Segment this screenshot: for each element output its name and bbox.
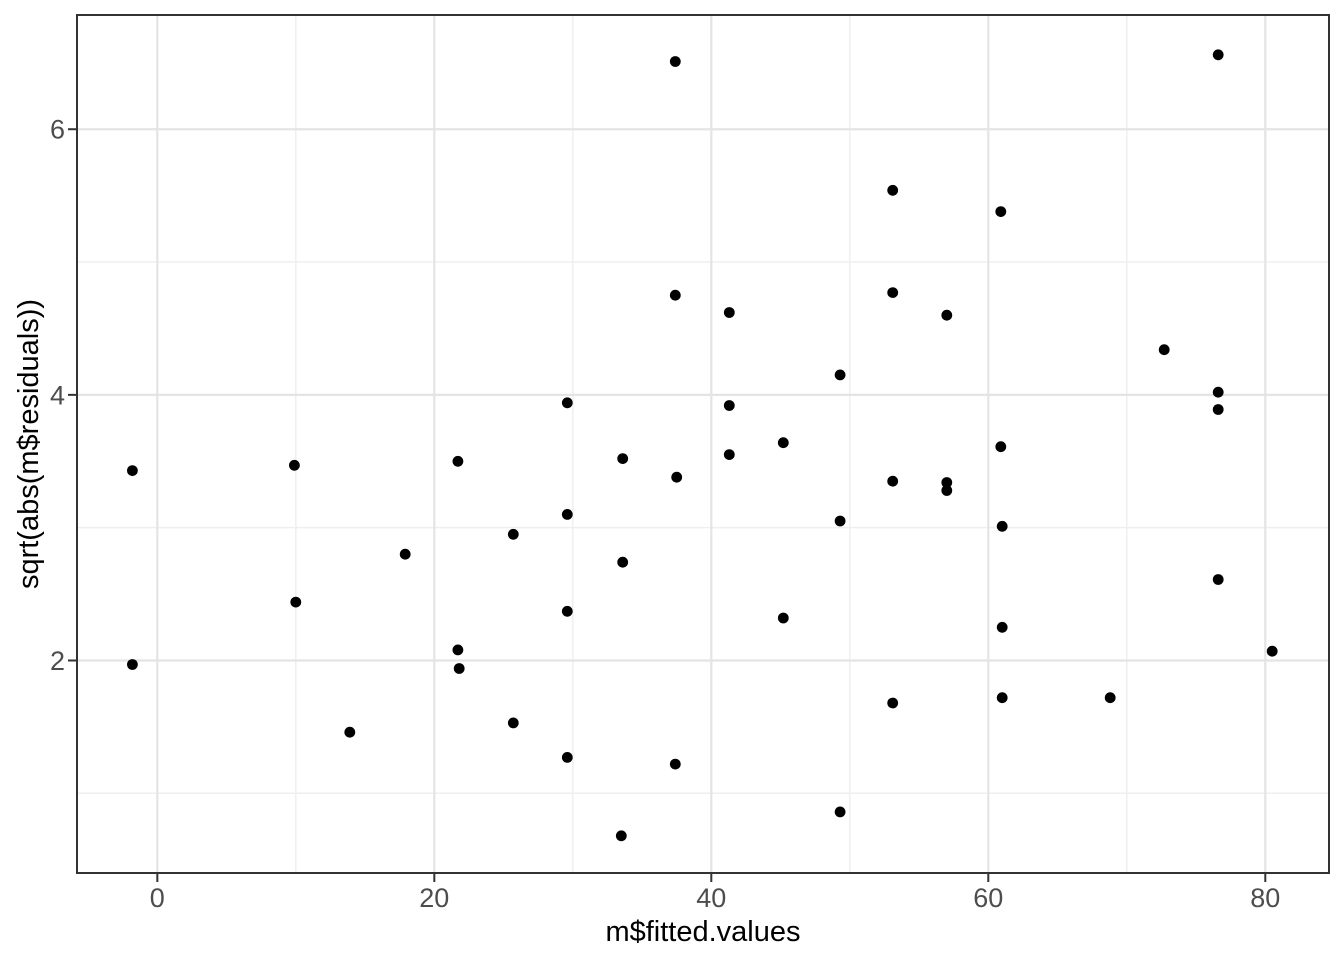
data-point bbox=[615, 830, 627, 842]
data-point bbox=[1212, 404, 1224, 415]
data-point bbox=[777, 612, 789, 624]
data-point bbox=[289, 459, 300, 471]
data-point bbox=[617, 556, 629, 568]
data-point bbox=[453, 663, 465, 674]
data-point bbox=[995, 206, 1007, 218]
data-point bbox=[723, 307, 735, 318]
data-point bbox=[777, 437, 789, 449]
data-point bbox=[887, 287, 899, 298]
data-point bbox=[452, 644, 464, 656]
data-point bbox=[561, 509, 573, 520]
data-point bbox=[507, 717, 519, 729]
x-tick-label: 60 bbox=[973, 883, 1003, 913]
data-point bbox=[126, 465, 138, 476]
x-axis-title: m$fitted.values bbox=[605, 916, 800, 948]
data-points-layer bbox=[126, 49, 1278, 842]
y-tick-label: 6 bbox=[50, 115, 65, 145]
panel-border bbox=[76, 14, 1330, 874]
data-point bbox=[723, 449, 735, 460]
data-point bbox=[996, 520, 1008, 532]
data-point bbox=[671, 471, 683, 483]
data-point bbox=[887, 475, 899, 487]
data-point bbox=[1158, 344, 1170, 356]
data-point bbox=[996, 692, 1008, 704]
data-point bbox=[1266, 645, 1278, 657]
data-point bbox=[723, 400, 735, 411]
x-axis-tick-labels: 0 20 40 60 80 bbox=[150, 883, 1281, 913]
data-point bbox=[399, 548, 411, 560]
data-point bbox=[669, 56, 681, 67]
minor-gridlines bbox=[77, 15, 1329, 873]
data-point bbox=[996, 621, 1008, 633]
x-tick-label: 20 bbox=[419, 883, 449, 913]
data-point bbox=[941, 477, 953, 488]
data-point bbox=[126, 659, 138, 670]
data-point bbox=[887, 697, 899, 709]
data-point bbox=[834, 369, 846, 381]
data-point bbox=[887, 184, 899, 196]
x-tick-label: 40 bbox=[696, 883, 726, 913]
data-point bbox=[561, 752, 573, 763]
data-point bbox=[834, 515, 846, 527]
data-point bbox=[452, 455, 464, 467]
data-point bbox=[669, 758, 681, 770]
data-point bbox=[834, 806, 846, 818]
y-axis-title: sqrt(abs(m$residuals)) bbox=[13, 299, 45, 589]
y-tick-label: 4 bbox=[50, 380, 65, 410]
plot-panel-background bbox=[77, 15, 1329, 873]
data-point bbox=[561, 605, 573, 617]
axis-tick-marks bbox=[68, 128, 1267, 882]
data-point bbox=[617, 453, 629, 464]
x-tick-label: 0 bbox=[150, 883, 165, 913]
data-point bbox=[1212, 49, 1224, 61]
data-point bbox=[1212, 574, 1224, 585]
data-point bbox=[941, 485, 953, 496]
data-point bbox=[1104, 692, 1116, 704]
y-axis-tick-labels: 2 4 6 bbox=[50, 115, 65, 676]
x-tick-label: 80 bbox=[1250, 883, 1280, 913]
data-point bbox=[995, 441, 1007, 453]
y-tick-label: 2 bbox=[50, 646, 65, 676]
data-point bbox=[290, 596, 302, 608]
major-gridlines bbox=[77, 15, 1329, 873]
data-point bbox=[669, 289, 681, 301]
data-point bbox=[344, 726, 356, 738]
data-point bbox=[941, 309, 953, 321]
data-point bbox=[507, 528, 519, 540]
data-point bbox=[561, 397, 573, 409]
data-point bbox=[1212, 386, 1224, 398]
